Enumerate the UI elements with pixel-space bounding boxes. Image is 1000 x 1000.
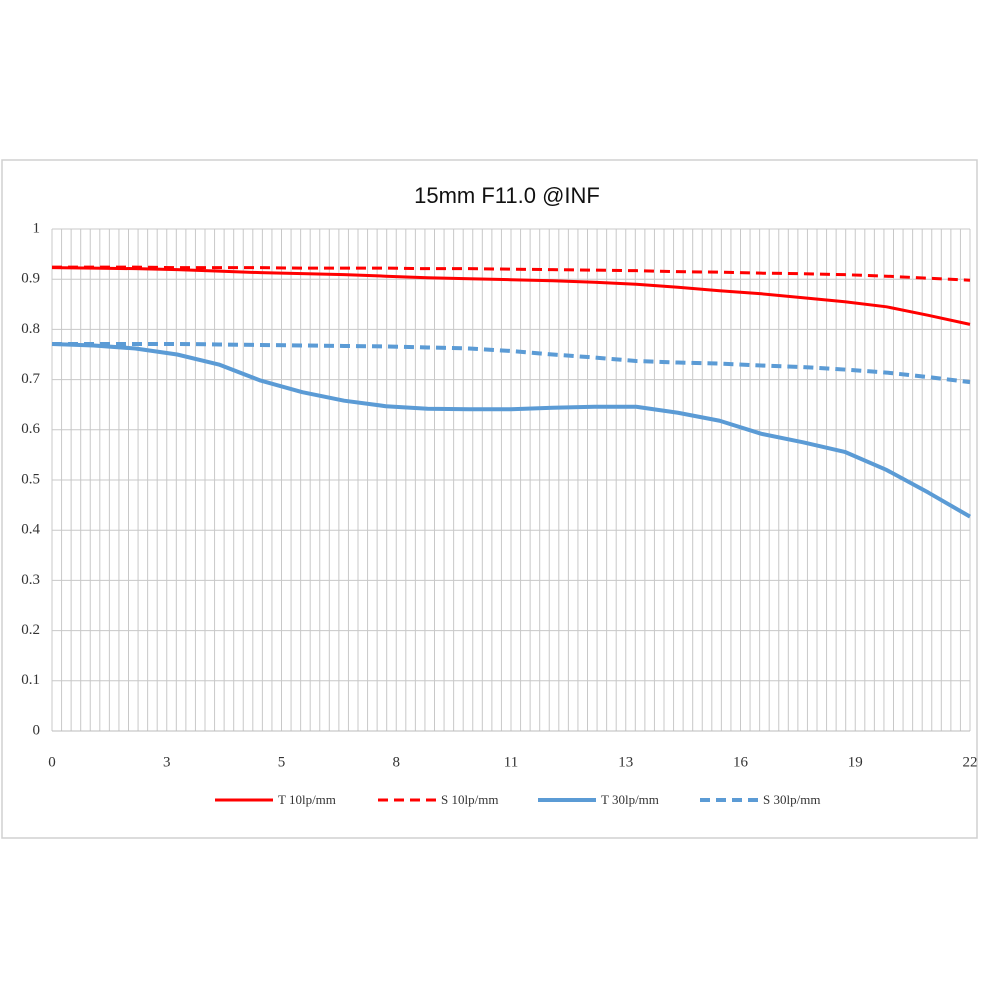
x-tick-label: 13	[618, 754, 633, 770]
x-tick-label: 8	[393, 754, 401, 770]
chart-title: 15mm F11.0 @INF	[414, 183, 600, 208]
legend-label: S 10lp/mm	[441, 792, 498, 807]
x-tick-label: 16	[733, 754, 749, 770]
y-tick-label: 0	[33, 722, 41, 738]
y-tick-label: 0.3	[21, 572, 40, 588]
y-tick-label: 0.8	[21, 321, 40, 337]
plot	[51, 265, 972, 519]
y-tick-label: 0.9	[21, 271, 40, 287]
series-line	[52, 265, 971, 282]
legend-label: S 30lp/mm	[763, 792, 820, 807]
chart-frame	[1, 159, 978, 839]
x-tick-label: 5	[278, 754, 286, 770]
y-tick-label: 0.5	[21, 471, 40, 487]
legend-label: T 30lp/mm	[601, 792, 659, 807]
series-line	[51, 341, 972, 519]
grid	[51, 228, 971, 732]
y-tick-label: 0.4	[21, 522, 40, 538]
y-tick-label: 1	[33, 220, 41, 236]
x-tick-label: 3	[163, 754, 171, 770]
x-tick-label: 22	[963, 754, 978, 770]
series-line	[51, 266, 971, 326]
y-tick-label: 0.1	[21, 672, 40, 688]
y-tick-label: 0.7	[21, 371, 40, 387]
y-tick-label: 0.2	[21, 622, 40, 638]
x-tick-label: 0	[48, 754, 56, 770]
x-tick-label: 19	[848, 754, 863, 770]
y-tick-label: 0.6	[21, 421, 40, 437]
series-line	[52, 341, 971, 385]
legend-label: T 10lp/mm	[278, 792, 336, 807]
x-tick-label: 11	[504, 754, 518, 770]
